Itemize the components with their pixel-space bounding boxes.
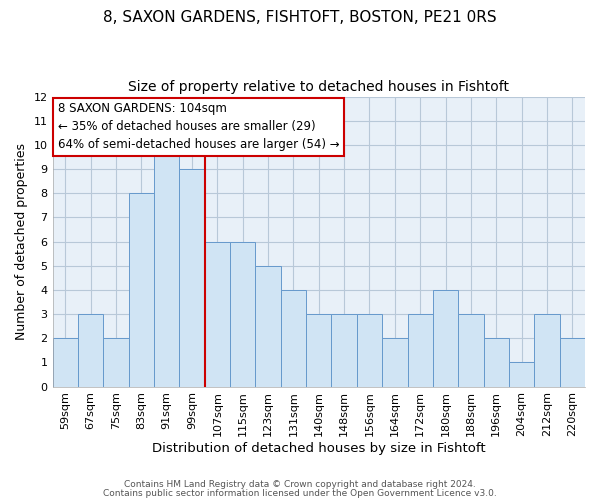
Bar — [78, 314, 103, 386]
Bar — [281, 290, 306, 386]
Bar — [407, 314, 433, 386]
Y-axis label: Number of detached properties: Number of detached properties — [15, 143, 28, 340]
Text: Contains public sector information licensed under the Open Government Licence v3: Contains public sector information licen… — [103, 488, 497, 498]
Bar — [458, 314, 484, 386]
Bar — [433, 290, 458, 386]
Text: 8 SAXON GARDENS: 104sqm
← 35% of detached houses are smaller (29)
64% of semi-de: 8 SAXON GARDENS: 104sqm ← 35% of detache… — [58, 102, 340, 152]
Bar — [154, 145, 179, 386]
Bar — [560, 338, 585, 386]
Bar — [205, 242, 230, 386]
Bar — [179, 169, 205, 386]
X-axis label: Distribution of detached houses by size in Fishtoft: Distribution of detached houses by size … — [152, 442, 485, 455]
Bar — [357, 314, 382, 386]
Title: Size of property relative to detached houses in Fishtoft: Size of property relative to detached ho… — [128, 80, 509, 94]
Bar — [53, 338, 78, 386]
Bar — [128, 193, 154, 386]
Bar — [331, 314, 357, 386]
Bar — [382, 338, 407, 386]
Bar — [534, 314, 560, 386]
Bar — [103, 338, 128, 386]
Bar — [230, 242, 256, 386]
Text: Contains HM Land Registry data © Crown copyright and database right 2024.: Contains HM Land Registry data © Crown c… — [124, 480, 476, 489]
Bar — [256, 266, 281, 386]
Bar — [484, 338, 509, 386]
Bar — [306, 314, 331, 386]
Text: 8, SAXON GARDENS, FISHTOFT, BOSTON, PE21 0RS: 8, SAXON GARDENS, FISHTOFT, BOSTON, PE21… — [103, 10, 497, 25]
Bar — [509, 362, 534, 386]
